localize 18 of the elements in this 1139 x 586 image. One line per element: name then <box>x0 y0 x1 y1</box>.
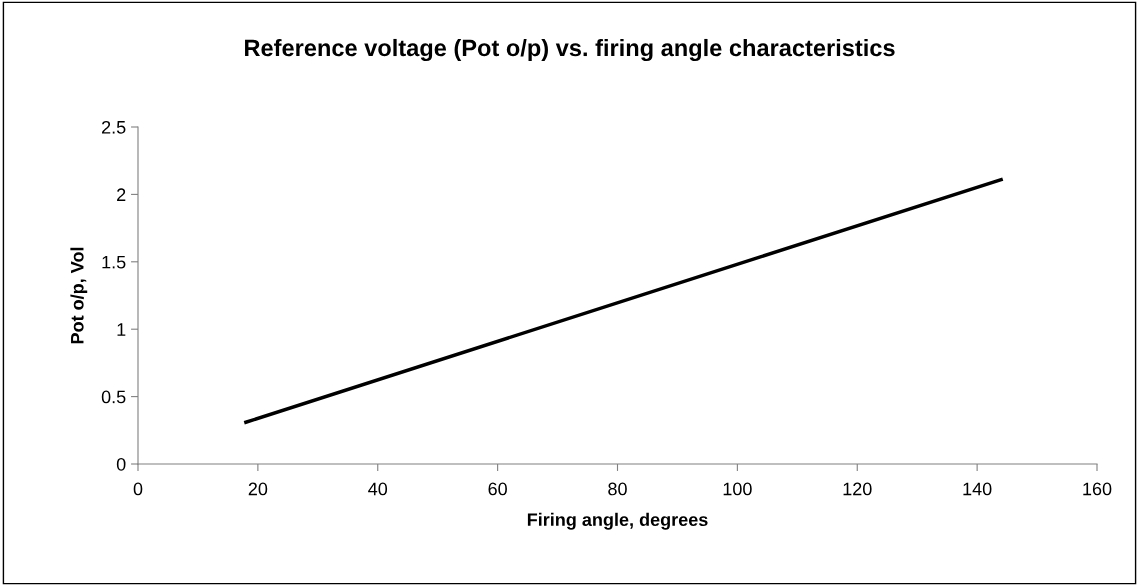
y-tick-label: 0 <box>116 457 126 471</box>
x-tick-label: 100 <box>723 482 752 496</box>
x-tick-label: 120 <box>843 482 872 496</box>
y-tick-label: 0.5 <box>101 390 126 404</box>
x-axis-title: Firing angle, degrees <box>527 512 708 530</box>
x-tick-label: 0 <box>133 482 143 496</box>
y-tick-label: 1 <box>117 323 126 336</box>
x-tick-label: 40 <box>368 482 388 496</box>
x-tick-label: 80 <box>608 482 627 496</box>
chart-title: Reference voltage (Pot o/p) vs. firing angle characteristics <box>245 38 895 62</box>
x-tick-label: 60 <box>488 482 507 496</box>
x-tick-label: 160 <box>1083 482 1112 496</box>
x-tick-label: 20 <box>248 482 268 496</box>
y-tick-label: 1.5 <box>102 255 126 269</box>
y-tick-label: 2 <box>117 188 126 201</box>
y-axis-title: Pot o/p, Vol <box>70 247 88 344</box>
y-tick-label: 2.5 <box>102 120 126 134</box>
x-tick-label: 140 <box>963 482 992 496</box>
